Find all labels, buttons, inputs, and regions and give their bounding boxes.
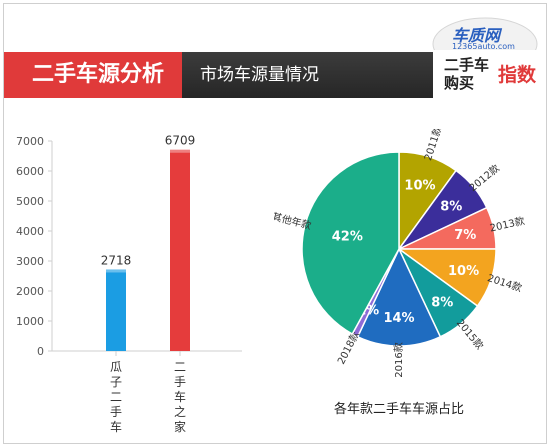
y-tick-label: 2000 (16, 285, 44, 298)
pie-slice-name: 2018款 (334, 329, 362, 366)
brand-site-name: 车质网 (452, 26, 501, 45)
y-tick-label: 0 (37, 345, 44, 358)
y-tick-label: 5000 (16, 195, 44, 208)
pie-slice-name: 2014款 (486, 271, 524, 294)
y-tick-label: 1000 (16, 315, 44, 328)
pie-percent-label: 7% (454, 228, 476, 243)
y-tick-label: 6000 (16, 165, 44, 178)
brand-url: 12365auto.com (452, 42, 515, 51)
y-tick-label: 3000 (16, 255, 44, 268)
pie-slice (356, 247, 442, 347)
pie-percent-label: 42% (332, 230, 363, 245)
bar-data-label: 2718 (101, 253, 132, 267)
x-tick-label: 二手车之家 (174, 360, 186, 434)
pie-slice-name: 2012款 (466, 162, 502, 195)
bar-highlight (106, 269, 126, 273)
bar (106, 269, 126, 351)
y-tick-label: 4000 (16, 225, 44, 238)
pie-slice-name: 2016款 (392, 342, 405, 377)
bar-data-label: 6709 (165, 134, 196, 148)
bar-chart: 0 1000 2000 3000 4000 5000 6000 7000 2718 瓜子二手车 67… (16, 134, 242, 434)
pie-slice-name: 2013款 (489, 214, 526, 234)
pie-chart: 10%2011款8%2012款7%2013款10%2014款8%2015款14%… (274, 129, 526, 417)
y-tick-label: 7000 (16, 135, 44, 148)
page-subtitle: 市场车源量情况 (200, 65, 319, 85)
pie-slice-name: 其他年款 (274, 210, 313, 233)
brand-line-3: 指数 (498, 64, 537, 86)
brand-line-1: 二手车 (444, 56, 490, 74)
pie-slice-name: 2015款 (454, 316, 487, 352)
header: 二手车源分析 市场车源量情况 车质网 12365auto.com 二手车 购买 … (4, 4, 546, 100)
brand-line-2: 购买 (444, 74, 475, 92)
page-title: 二手车源分析 (4, 52, 182, 98)
bar (170, 149, 190, 351)
infographic-frame: 二手车源分析 市场车源量情况 车质网 12365auto.com 二手车 购买 … (3, 3, 547, 444)
bar-highlight (170, 149, 190, 153)
x-tick-label: 瓜子二手车 (110, 360, 122, 434)
pie-percent-label: 14% (383, 311, 414, 326)
pie-percent-label: 10% (404, 178, 435, 193)
pie-slice-name: 2011款 (421, 129, 444, 162)
pie-percent-label: 8% (431, 295, 453, 310)
pie-slice (301, 151, 400, 336)
pie-title: 各年款二手车车源占比 (334, 401, 464, 417)
brand-logo (432, 17, 538, 100)
pie-percent-label: 10% (448, 264, 479, 279)
pie-percent-label: 8% (440, 200, 462, 215)
